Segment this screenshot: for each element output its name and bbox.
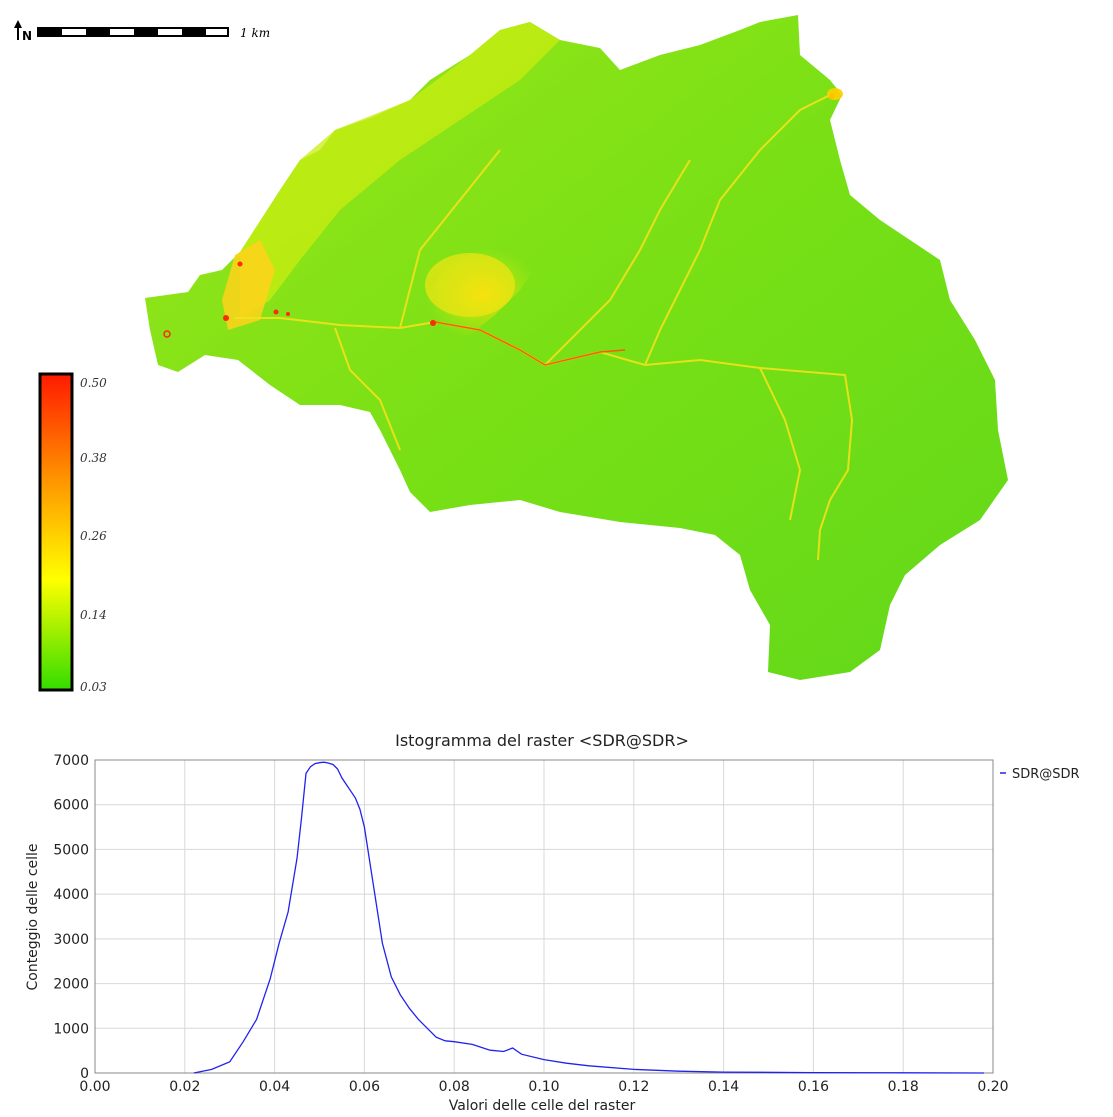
legend-tick-1: 0.38 [80,451,107,465]
x-tick-label: 0.06 [349,1079,380,1095]
x-tick-label: 0.16 [798,1079,829,1095]
color-legend [38,372,74,692]
x-tick-label: 0.14 [708,1079,739,1095]
x-axis-ticks: 0.00 0.02 0.04 0.06 0.08 0.10 0.12 0.14 0.16 0.18… [79,1079,1008,1095]
x-tick-label: 0.00 [79,1079,110,1095]
plot-area-frame [94,759,994,1074]
north-arrow-icon [14,20,22,40]
legend-series-name: SDR@SDR [1012,767,1080,782]
legend-tick-0: 0.50 [80,376,107,390]
x-tick-label: 0.12 [618,1079,649,1095]
series-line-0 [193,761,985,1074]
legend-tick-4: 0.03 [80,680,107,694]
x-tick-label: 0.08 [439,1079,470,1095]
y-tick-label: 0 [80,1066,89,1082]
x-axis-label: Valori delle celle del raster [449,1098,636,1114]
x-tick-label: 0.20 [977,1079,1008,1095]
channel-network [235,94,854,561]
y-tick-label: 1000 [53,1021,89,1037]
chart-title: Istogramma del raster <SDR@SDR> [395,731,689,750]
y-tick-label: 3000 [53,932,89,948]
series-layer [193,761,985,1074]
y-tick-label: 4000 [53,887,89,903]
y-tick-label: 6000 [53,798,89,814]
x-tick-label: 0.02 [169,1079,200,1095]
scale-bar-label: 1 km [240,26,270,40]
x-tick-label: 0.10 [528,1079,559,1095]
histogram-chart: Istogramma del raster <SDR@SDR> 0 1000 200… [25,731,1080,1114]
y-tick-label: 2000 [53,977,89,993]
basin-raster [145,15,1008,680]
sdr-raster-map: N 1 km [14,15,1008,694]
y-axis-ticks: 0 1000 2000 3000 4000 5000 6000 7000 [53,753,89,1082]
legend-tick-2: 0.26 [80,529,107,543]
y-tick-label: 5000 [53,842,89,858]
chart-grid [94,759,994,1074]
x-tick-label: 0.04 [259,1079,290,1095]
legend-tick-3: 0.14 [80,608,107,622]
x-tick-label: 0.18 [888,1079,919,1095]
y-tick-label: 7000 [53,753,89,769]
north-label: N [22,29,32,43]
y-axis-label: Conteggio delle celle [25,843,41,990]
hotspot-markers [163,93,835,338]
scale-bar [37,27,229,37]
